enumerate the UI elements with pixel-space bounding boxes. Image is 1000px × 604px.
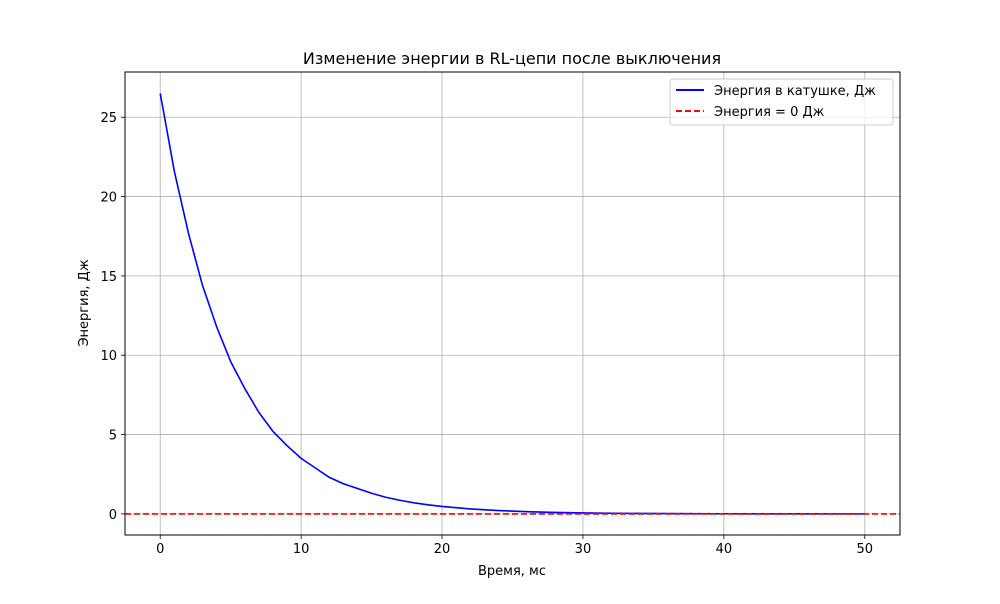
legend-frame	[669, 78, 894, 126]
x-tick-label: 10	[293, 542, 310, 557]
legend-label-energy: Энергия в катушке, Дж	[714, 84, 876, 99]
x-tick-label: 30	[575, 542, 592, 557]
y-tick-label: 15	[100, 270, 117, 285]
plot-area-background	[125, 72, 900, 535]
y-tick-label: 25	[100, 111, 117, 126]
y-tick-label: 20	[100, 191, 117, 206]
y-tick-label: 0	[109, 508, 117, 523]
tick-layer: 0 10 20 30 40 50 0 5 10 15 20 25	[100, 111, 873, 557]
y-tick-label: 10	[100, 349, 117, 364]
chart-title: Изменение энергии в RL-цепи после выключ…	[303, 49, 721, 68]
x-tick-label: 20	[434, 542, 451, 557]
legend: Энергия в катушке, Дж Энергия = 0 Дж	[669, 78, 894, 126]
series-line-energy	[159, 93, 865, 515]
x-axis-label: Время, мс	[478, 564, 546, 579]
y-axis-label: Энергия, Дж	[77, 259, 92, 346]
x-tick-label: 40	[716, 542, 733, 557]
legend-label-zero: Энергия = 0 Дж	[714, 105, 825, 120]
y-tick-label: 5	[109, 429, 117, 444]
x-tick-label: 0	[156, 542, 164, 557]
x-tick-label: 50	[856, 542, 873, 557]
series-layer	[125, 93, 900, 515]
plot-area-frame	[124, 71, 901, 536]
